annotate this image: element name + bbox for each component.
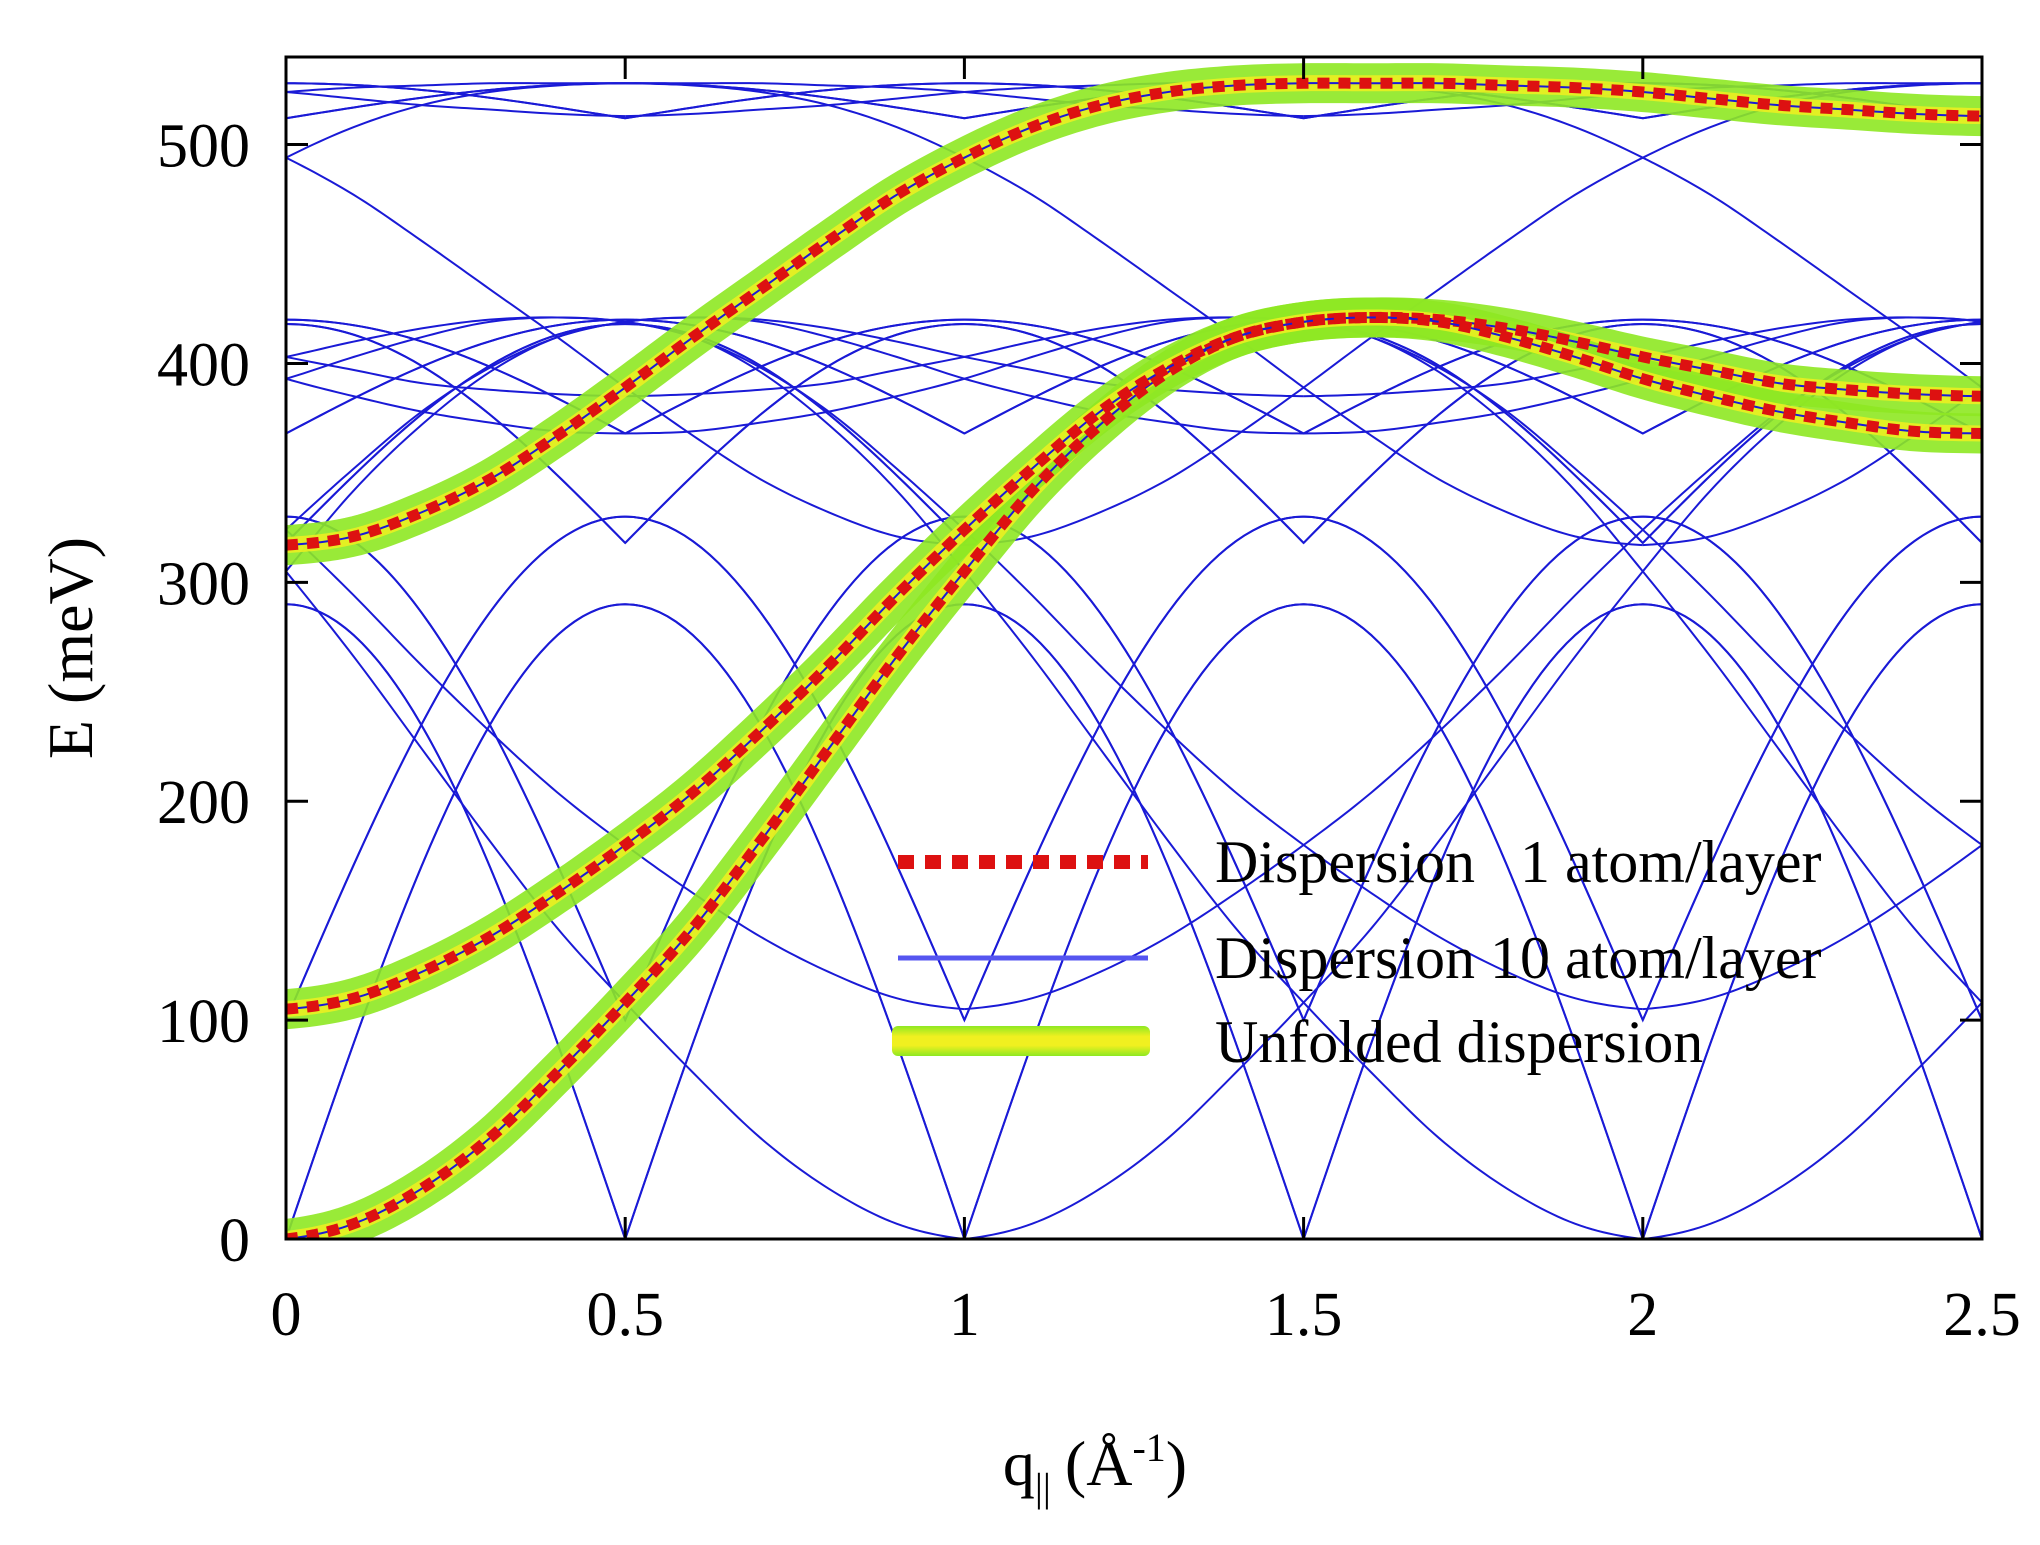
folded-arc-line (1642, 515, 1982, 1021)
y-tick-label: 100 (157, 988, 250, 1056)
plot-frame (284, 55, 1984, 1241)
folded-band-line (1302, 1001, 1643, 1239)
y-axis-label: E (meV) (35, 537, 106, 759)
x-tick-label: 0.5 (586, 1281, 664, 1349)
folded-arc-line (1642, 603, 1982, 1239)
primitive-band-line (286, 311, 1982, 1239)
y-tick-label: 0 (219, 1207, 250, 1275)
x-axis-subscript: || (1035, 1465, 1051, 1510)
x-axis-label: q|| (Å-1) (1003, 1425, 1187, 1510)
folded-band-line (625, 91, 965, 118)
primitive-band-line (286, 77, 1982, 551)
folded-band-line (286, 91, 626, 118)
folded-band-line (964, 386, 1305, 547)
folded-band-line (964, 1001, 1305, 1239)
folded-band-line (1303, 386, 1643, 547)
folded-arc-line (286, 82, 965, 120)
folded-arc-line (286, 82, 965, 120)
y-tick-label: 500 (157, 113, 250, 181)
folded-band-line (1642, 1001, 1982, 1239)
folded-band-line (625, 316, 965, 380)
x-tick-label: 1.5 (1265, 1281, 1343, 1349)
x-tick-label: 1 (949, 1281, 980, 1349)
folded-band-line (1303, 156, 1644, 389)
primitive-bands (286, 77, 1982, 1239)
folded-arc-line (1302, 603, 1982, 1239)
x-axis-symbol: q (1003, 1428, 1035, 1499)
folded-arc-line (286, 515, 965, 1023)
x-axis-unit-close: ) (1166, 1428, 1187, 1499)
x-tick-label: 0 (271, 1281, 302, 1349)
folded-arc-line (286, 515, 966, 1021)
folded-arc-line (964, 603, 1643, 1239)
folded-band-line (286, 82, 626, 94)
folded-band-line (625, 377, 965, 435)
x-axis-unit: (Å (1065, 1428, 1133, 1499)
folded-band-line (624, 844, 965, 1011)
legend-label-primitive: Dispersion 1 atom/layer (1215, 829, 1822, 895)
legend-label-folded: Dispersion 10 atom/layer (1215, 925, 1822, 991)
legend-swatch-unfolded (892, 1026, 1150, 1056)
folded-band-line (963, 529, 1305, 846)
folded-band-line (286, 82, 1982, 547)
folded-band-line (1642, 570, 1982, 1004)
legend-label-unfolded: Unfolded dispersion (1215, 1009, 1703, 1075)
legend: Dispersion 1 atom/layer Dispersion 10 at… (892, 829, 1822, 1075)
folded-band-line (625, 82, 965, 94)
folded-band-line (286, 529, 626, 846)
y-tick-label: 300 (157, 550, 250, 618)
unfolded-bands (286, 63, 1982, 1239)
unfolded-band-inner (286, 75, 1982, 554)
folded-arc-line (624, 603, 1305, 1239)
folded-band-line (1303, 529, 1644, 846)
folded-band-line (624, 1001, 965, 1239)
folded-band-line (1303, 377, 1644, 435)
unfolded-band-outer (286, 63, 1982, 566)
folded-band-line (1642, 844, 1982, 1011)
folded-band-line (1642, 529, 1982, 846)
y-tick-label: 400 (157, 331, 250, 399)
folded-band-line (963, 570, 1305, 1004)
folded-band-line (624, 386, 965, 547)
axis-ticks: 0 0.5 1 1.5 2 2.5 0 100 200 300 400 500 (157, 57, 2021, 1349)
folded-arc-line (625, 603, 1304, 1239)
folded-arc-line (1303, 603, 1982, 1239)
folded-band-line (1303, 844, 1643, 1011)
y-tick-label: 200 (157, 769, 250, 837)
x-tick-label: 2.5 (1943, 1281, 2021, 1349)
folded-band-line (1302, 570, 1644, 1004)
folded-arc-line (963, 603, 1644, 1239)
folded-band-line (286, 570, 626, 1004)
folded-band-line (286, 156, 626, 389)
folded-band-line (1642, 156, 1982, 389)
folded-band-line (286, 316, 626, 380)
x-axis-unit-exponent: -1 (1132, 1425, 1165, 1470)
x-tick-label: 2 (1627, 1281, 1658, 1349)
folded-band-line (286, 316, 1982, 1011)
